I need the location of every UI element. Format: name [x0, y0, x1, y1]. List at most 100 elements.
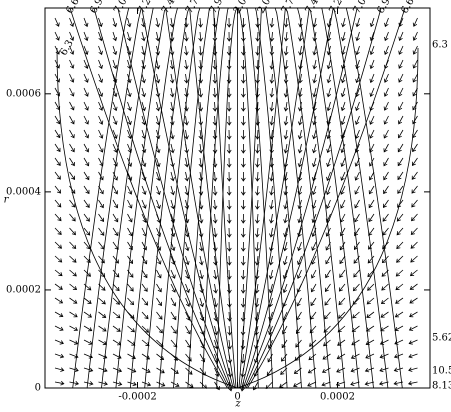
- vector-arrow: [112, 73, 118, 84]
- vector-arrow: [269, 185, 274, 196]
- vector-arrow: [98, 269, 106, 278]
- vector-arrow: [98, 185, 104, 195]
- vector-arrow: [156, 325, 163, 334]
- vector-arrow: [412, 129, 418, 139]
- vector-arrow: [283, 157, 289, 168]
- vector-arrow: [369, 59, 375, 70]
- vector-arrow: [412, 31, 418, 41]
- vector-arrow: [283, 115, 289, 126]
- vector-arrow: [98, 31, 103, 42]
- vector-arrow: [326, 157, 331, 168]
- vector-arrow: [339, 241, 346, 251]
- vector-arrow: [283, 129, 289, 140]
- vector-arrow: [69, 325, 79, 331]
- vector-arrow: [255, 227, 260, 238]
- vector-arrow: [98, 115, 104, 125]
- contour-label: 6.3: [58, 38, 75, 57]
- vector-arrow: [283, 45, 289, 56]
- vector-arrow: [141, 283, 148, 292]
- vector-arrow: [410, 227, 418, 236]
- contour-line: [93, 7, 230, 389]
- vector-arrow: [155, 101, 161, 112]
- vector-arrow: [241, 129, 246, 140]
- vector-arrow: [381, 283, 389, 291]
- vector-arrow: [98, 129, 104, 139]
- vector-arrow: [297, 213, 302, 224]
- vector-arrow: [381, 269, 389, 277]
- vector-arrow: [213, 311, 219, 322]
- vector-arrow: [199, 283, 204, 294]
- vector-arrow: [112, 45, 118, 56]
- vector-arrow: [412, 143, 418, 153]
- vector-arrow: [213, 283, 218, 294]
- vector-arrow: [98, 73, 103, 83]
- contour-line: [244, 7, 358, 389]
- vector-arrow: [383, 73, 389, 83]
- vector-arrow: [337, 339, 346, 346]
- vector-arrow: [112, 199, 119, 209]
- vector-arrow: [369, 73, 375, 84]
- vector-arrow: [227, 339, 232, 350]
- vector-arrow: [354, 171, 360, 181]
- vector-arrow: [280, 367, 288, 375]
- vector-arrow: [368, 199, 375, 209]
- vector-arrow: [198, 227, 204, 238]
- vector-arrow: [240, 353, 246, 364]
- vector-arrow: [141, 297, 149, 306]
- vector-arrow: [267, 353, 273, 363]
- vector-arrow: [98, 255, 105, 264]
- vector-arrow: [355, 115, 360, 125]
- vector-arrow: [170, 101, 175, 112]
- vector-arrow: [112, 269, 120, 278]
- vector-arrow: [297, 227, 302, 238]
- vector-arrow: [69, 241, 77, 250]
- vector-arrow: [240, 367, 246, 378]
- vector-arrow: [212, 199, 218, 210]
- vector-arrow: [156, 227, 162, 237]
- vector-arrow: [384, 31, 389, 42]
- vector-arrow: [69, 171, 76, 180]
- vector-arrow: [69, 157, 75, 167]
- vector-arrow: [283, 31, 289, 42]
- vector-arrow: [296, 269, 302, 279]
- vector-arrow: [198, 17, 203, 28]
- vector-arrow: [54, 213, 62, 222]
- vector-arrow: [283, 17, 289, 28]
- vector-arrow: [155, 17, 161, 28]
- vector-arrow: [351, 325, 360, 332]
- vector-arrow: [312, 101, 317, 112]
- vector-arrow: [336, 367, 346, 373]
- vector-arrow: [141, 353, 151, 360]
- vector-arrow: [69, 199, 76, 208]
- vector-arrow: [367, 269, 375, 278]
- vector-arrow: [240, 227, 246, 238]
- vector-arrow: [338, 311, 346, 319]
- vector-arrow: [255, 185, 260, 196]
- vector-arrow: [141, 381, 152, 387]
- vector-arrow: [127, 353, 136, 360]
- vector-arrow: [141, 87, 146, 98]
- vector-arrow: [127, 325, 135, 333]
- vector-arrow: [69, 381, 80, 386]
- vector-arrow: [169, 17, 175, 28]
- vector-arrow: [269, 45, 275, 56]
- vector-arrow: [226, 227, 232, 238]
- vector-arrow: [54, 367, 65, 372]
- vector-arrow: [269, 73, 275, 84]
- vector-arrow: [394, 339, 404, 345]
- vector-arrow: [283, 213, 288, 224]
- vector-arrow: [408, 353, 418, 359]
- vector-arrow: [240, 185, 246, 196]
- vector-arrow: [312, 31, 318, 42]
- vector-arrow: [282, 283, 288, 294]
- vector-arrow: [227, 325, 232, 336]
- vector-arrow: [351, 339, 360, 346]
- vector-arrow: [226, 157, 232, 168]
- vector-arrow: [69, 129, 75, 139]
- vector-arrow: [54, 59, 60, 69]
- vector-arrow: [198, 115, 204, 126]
- vector-arrow: [69, 45, 75, 55]
- vector-arrow: [310, 283, 317, 293]
- vector-arrow: [267, 339, 273, 349]
- vector-arrow: [324, 311, 331, 320]
